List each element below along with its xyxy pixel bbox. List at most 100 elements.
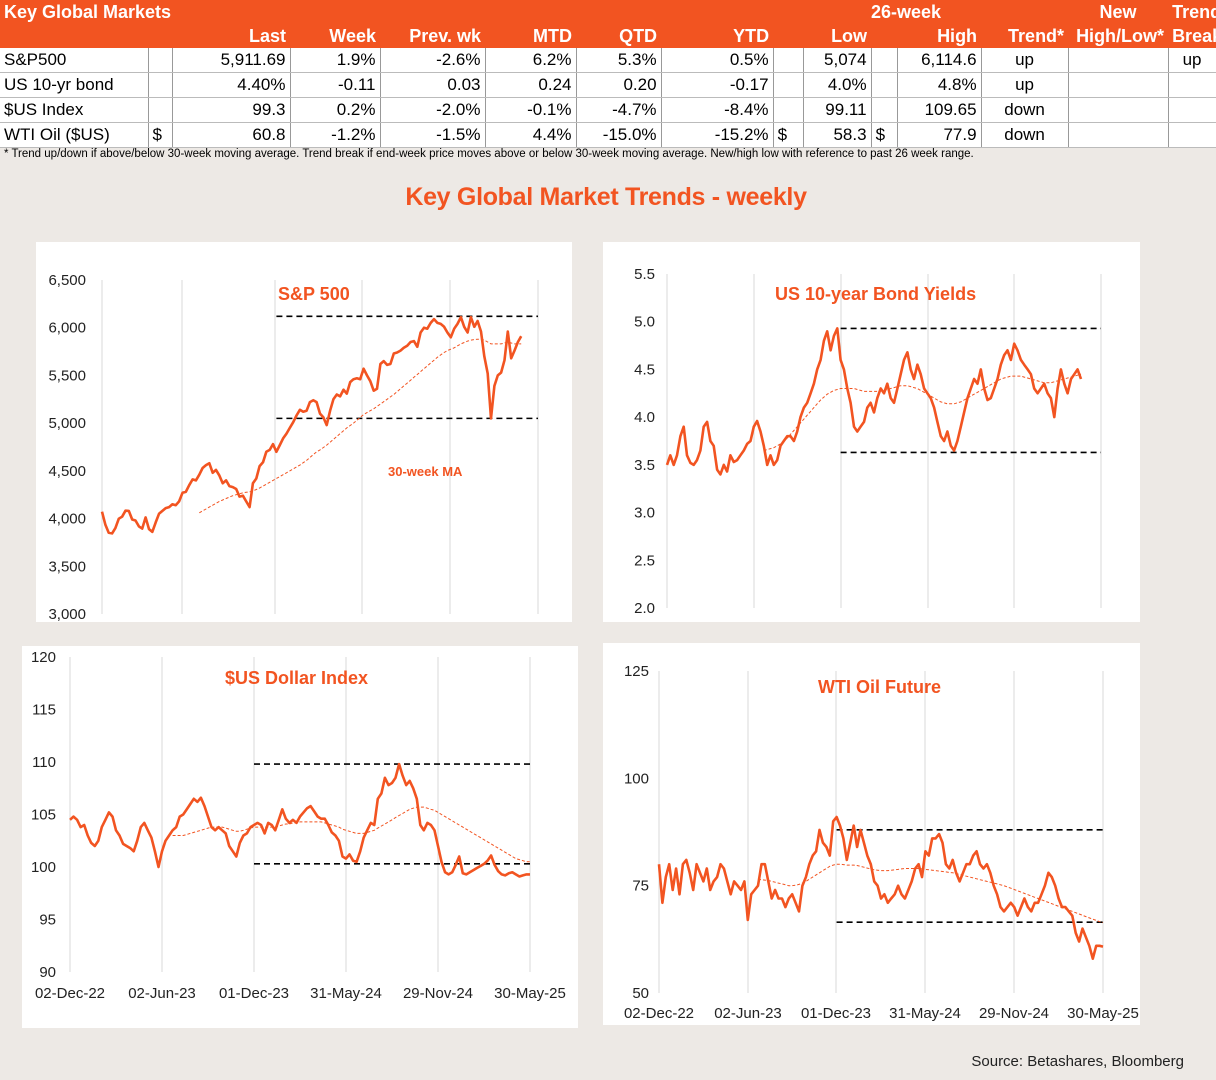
x-tick-label: 30-May-25 [1067, 1005, 1139, 1022]
y-tick-label: 4,500 [48, 463, 86, 480]
table-cell-ytd: -8.4% [661, 97, 774, 123]
table-cell-newhl [1068, 122, 1169, 148]
series-price-line [100, 315, 523, 535]
x-tick-label: 31-May-24 [310, 985, 382, 1002]
table-cell-name: US 10-yr bond [0, 72, 149, 98]
table-cell-lowcur [773, 48, 804, 73]
y-tick-label: 6,500 [48, 272, 86, 289]
table-cell-week: 0.2% [290, 97, 381, 123]
table-cell-high: 4.8% [897, 72, 982, 98]
header-trend-top: Trend [1168, 0, 1216, 24]
x-tick-label: 29-Nov-24 [403, 985, 473, 1002]
header-new: New [1068, 0, 1169, 24]
table-title: Key Global Markets [0, 0, 662, 24]
y-tick-label: 100 [31, 859, 56, 876]
header-trend: Trend* [981, 24, 1069, 48]
table-cell-name: WTI Oil ($US) [0, 122, 149, 148]
table-cell-qtd: 5.3% [576, 48, 662, 73]
header-26week: 26-week [773, 0, 982, 24]
table-cell-last: 60.8 [172, 122, 291, 148]
x-tick-label: 01-Dec-23 [219, 985, 289, 1002]
header-last: Last [172, 24, 290, 48]
table-cell-highcur [871, 97, 898, 123]
y-tick-label: 2.5 [634, 552, 655, 569]
series-ma30-line [199, 338, 522, 514]
chart-title: S&P 500 [278, 284, 350, 304]
x-tick-label: 30-May-25 [494, 985, 566, 1002]
chart-wti: 50 75 100 125 02-Dec-22 02-Jun-23 01-Dec-23 31-… [624, 663, 1139, 1022]
series-price-line [69, 762, 530, 878]
table-cell-newhl [1068, 48, 1169, 73]
chart-annotation: 30-week MA [388, 464, 463, 479]
x-tick-label: 02-Jun-23 [714, 1005, 782, 1022]
table-cell-mtd: -0.1% [485, 97, 577, 123]
header-qtd: QTD [576, 24, 662, 48]
table-cell-trend: up [981, 72, 1069, 98]
y-tick-label: 5,500 [48, 367, 86, 384]
chart-us10y: 2.0 2.5 3.0 3.5 4.0 4.5 5.0 5.5 US 10-year Bond … [634, 266, 1102, 617]
header-high: High [897, 24, 982, 48]
table-cell-cur [148, 72, 173, 98]
y-tick-label: 95 [39, 912, 56, 929]
table-cell-prev: -1.5% [380, 122, 486, 148]
table-cell-lowcur: $ [773, 122, 804, 148]
table-cell-highcur [871, 48, 898, 73]
table-cell-tbreak [1168, 122, 1216, 148]
chart-title: $US Dollar Index [225, 668, 368, 688]
y-tick-label: 3.5 [634, 457, 655, 474]
table-cell-mtd: 6.2% [485, 48, 577, 73]
table-row: US 10-yr bond 4.40% -0.11 0.03 0.24 0.20 -0.17… [0, 72, 1216, 98]
table-cell-tbreak [1168, 72, 1216, 98]
chart-usd: 90 95 100 105 110 115 120 02-Dec-22 02-Jun-23 01-… [31, 649, 566, 1002]
table-cell-prev: 0.03 [380, 72, 486, 98]
table-header-row-1: Key Global Markets 26-week New Trend [0, 0, 1216, 24]
chart-panel-wti: 50 75 100 125 02-Dec-22 02-Jun-23 01-Dec-23 31-… [603, 643, 1140, 1025]
table-cell-week: -0.11 [290, 72, 381, 98]
table-cell-tbreak: up [1168, 48, 1216, 73]
table-cell-last: 5,911.69 [172, 48, 291, 73]
series-ma30-line [172, 806, 530, 863]
x-tick-label: 02-Dec-22 [35, 985, 105, 1002]
table-cell-newhl [1068, 72, 1169, 98]
y-tick-label: 3,000 [48, 606, 86, 622]
table-cell-mtd: 0.24 [485, 72, 577, 98]
table-cell-qtd: 0.20 [576, 72, 662, 98]
table-cell-prev: -2.6% [380, 48, 486, 73]
table-cell-week: 1.9% [290, 48, 381, 73]
header-ytd: YTD [661, 24, 774, 48]
table-cell-newhl [1068, 97, 1169, 123]
y-tick-label: 4,000 [48, 511, 86, 528]
y-tick-label: 2.0 [634, 600, 655, 617]
series-ma30-line [757, 863, 1104, 924]
y-tick-label: 5.5 [634, 266, 655, 283]
table-cell-name: $US Index [0, 97, 149, 123]
chart-panel-us10y: 2.0 2.5 3.0 3.5 4.0 4.5 5.0 5.5 US 10-year Bond … [603, 242, 1140, 622]
table-cell-lowcur [773, 72, 804, 98]
header-tbreak: Break* [1168, 24, 1216, 48]
header-mtd: MTD [485, 24, 576, 48]
table-cell-highcur: $ [871, 122, 898, 148]
y-tick-label: 110 [32, 754, 56, 771]
table-cell-lowcur [773, 97, 804, 123]
table-cell-last: 99.3 [172, 97, 291, 123]
y-tick-label: 120 [31, 649, 56, 666]
y-tick-label: 75 [632, 878, 649, 895]
y-tick-label: 100 [624, 770, 649, 787]
header-newhl: High/Low* [1068, 24, 1169, 48]
header-low: Low [803, 24, 872, 48]
table-header-row-2: Last Week Prev. wk MTD QTD YTD Low High … [0, 24, 1216, 48]
chart-panel-usd: 90 95 100 105 110 115 120 02-Dec-22 02-Jun-23 01-… [22, 646, 578, 1028]
table-cell-highcur [871, 72, 898, 98]
table-cell-high: 109.65 [897, 97, 982, 123]
table-cell-ytd: -0.17 [661, 72, 774, 98]
x-tick-label: 01-Dec-23 [801, 1005, 871, 1022]
y-tick-label: 4.5 [634, 361, 655, 378]
header-prev: Prev. wk [380, 24, 485, 48]
chart-title: WTI Oil Future [818, 677, 941, 697]
y-tick-label: 5.0 [634, 314, 655, 331]
table-cell-cur [148, 48, 173, 73]
table-cell-low: 5,074 [803, 48, 872, 73]
table-cell-mtd: 4.4% [485, 122, 577, 148]
table-cell-trend: down [981, 97, 1069, 123]
table-row: S&P500 5,911.69 1.9% -2.6% 6.2% 5.3% 0.5% 5,074… [0, 48, 1216, 73]
